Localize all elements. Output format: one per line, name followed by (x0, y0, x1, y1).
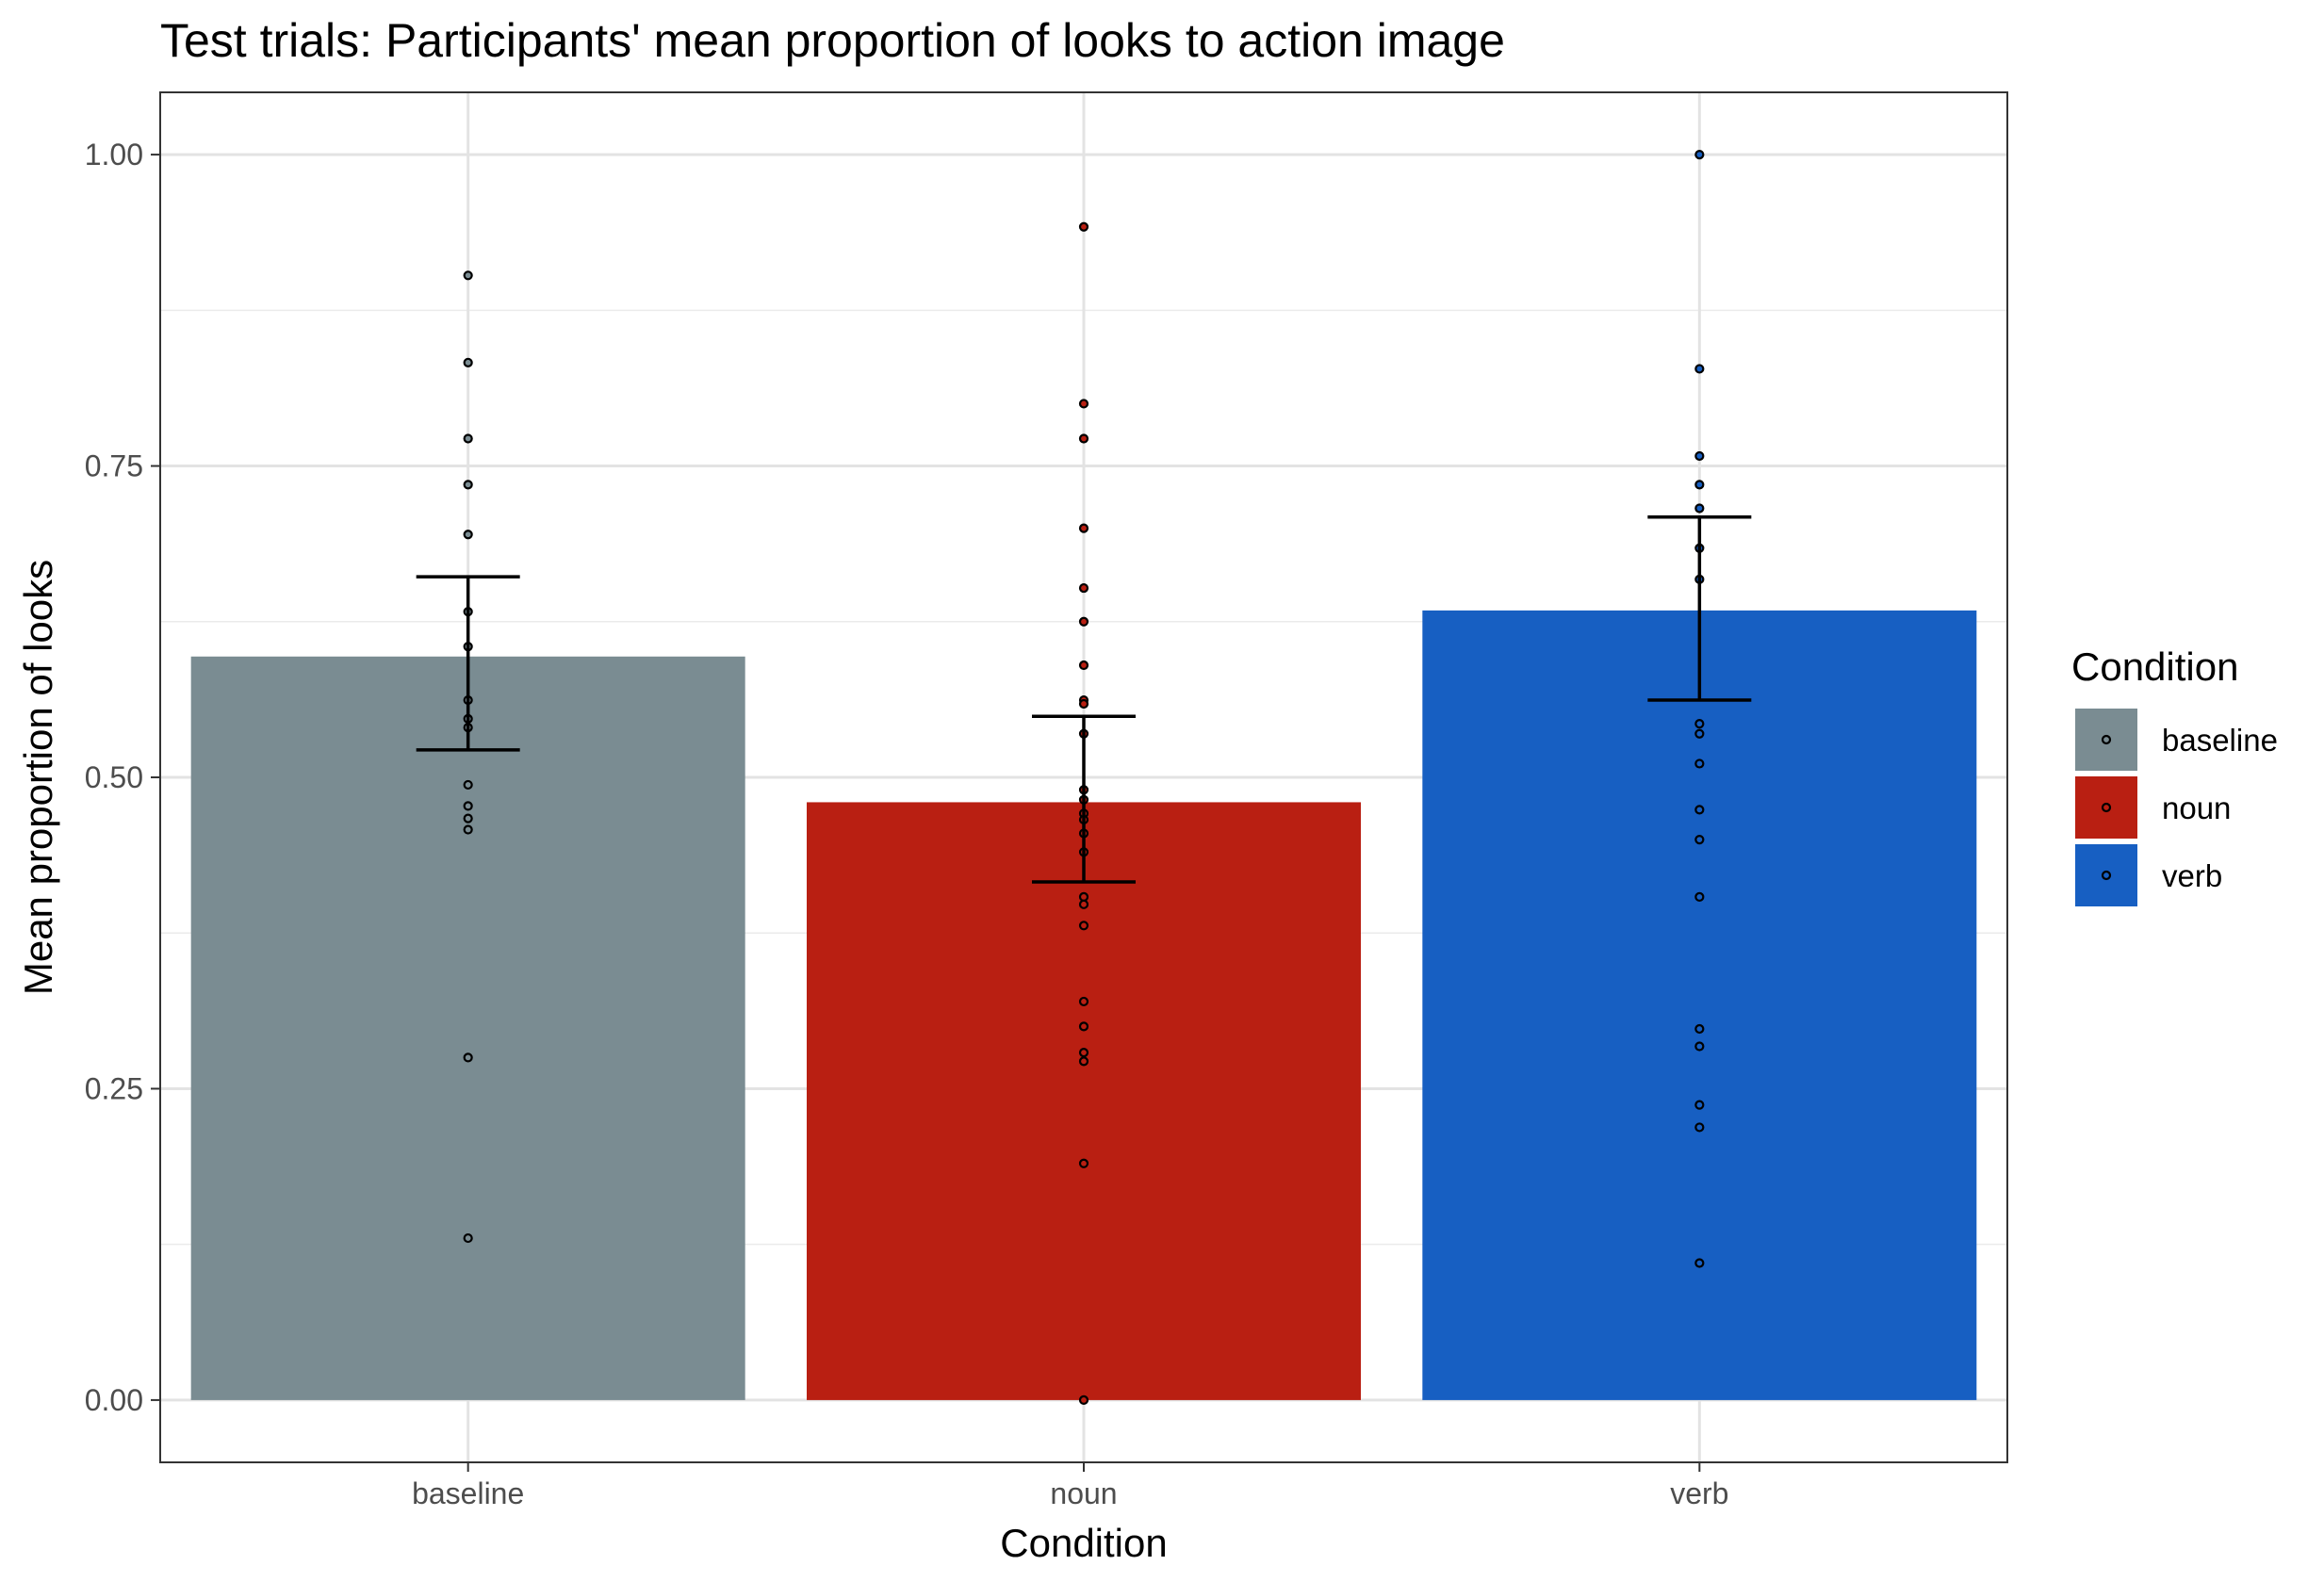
data-point (463, 813, 473, 824)
data-point (1078, 1158, 1089, 1168)
error-bars (416, 514, 1752, 884)
x-tick-label-noun: noun (1050, 1476, 1117, 1510)
x-tick-label-verb: verb (1670, 1476, 1728, 1510)
data-point (1078, 1021, 1089, 1032)
legend-entry-noun: noun (2075, 776, 2231, 839)
data-point (1078, 698, 1089, 709)
error-bar-verb (1647, 514, 1752, 702)
data-point (1694, 1023, 1705, 1035)
data-point (1694, 364, 1705, 374)
data-point (1078, 899, 1089, 909)
data-point (1694, 1041, 1705, 1052)
data-point (1078, 616, 1089, 627)
legend-entry-baseline: baseline (2075, 709, 2278, 771)
data-point (1694, 758, 1705, 769)
data-point (463, 824, 473, 835)
legend-entry-verb: verb (2075, 844, 2222, 906)
data-point (463, 530, 473, 540)
data-point (1078, 891, 1089, 902)
legend-point-key (2101, 802, 2112, 813)
legend-label: baseline (2162, 723, 2278, 758)
legend-title: Condition (2071, 644, 2238, 689)
y-axis-title: Mean proportion of looks (16, 560, 60, 995)
data-point (1694, 1258, 1705, 1268)
y-axis: 0.00 0.25 0.50 0.75 1.00 (85, 138, 160, 1417)
data-point (1694, 503, 1705, 514)
chart-title: Test trials: Participants' mean proporti… (160, 14, 1505, 67)
data-point (1694, 480, 1705, 490)
data-point (463, 433, 473, 444)
bar-baseline (190, 656, 745, 1400)
data-point (463, 270, 473, 281)
data-point (1694, 450, 1705, 462)
data-point (1078, 1048, 1089, 1058)
y-tick-label: 1.00 (85, 138, 143, 171)
x-axis: baseline noun verb (412, 1462, 1728, 1510)
y-tick-label: 0.75 (85, 449, 143, 483)
x-axis-title: Condition (1000, 1521, 1167, 1565)
data-point (463, 357, 473, 367)
data-point (1078, 433, 1089, 444)
y-tick-label: 0.50 (85, 760, 143, 794)
data-point (1694, 834, 1705, 845)
data-point (463, 801, 473, 811)
data-point (1694, 1100, 1705, 1110)
data-point (1078, 660, 1089, 671)
data-point (463, 779, 473, 791)
data-point (1078, 921, 1089, 931)
data-point (1694, 728, 1705, 739)
y-tick-label: 0.00 (85, 1383, 143, 1417)
data-point (1078, 582, 1089, 594)
bar-noun (807, 802, 1361, 1400)
data-point (1694, 149, 1705, 160)
data-point (463, 480, 473, 490)
data-point (1694, 805, 1705, 815)
legend-label: noun (2162, 791, 2231, 825)
data-point (463, 1232, 473, 1244)
legend-point-key (2101, 870, 2112, 881)
data-point (463, 1052, 473, 1063)
data-point (1078, 1394, 1089, 1406)
data-point (1078, 996, 1089, 1007)
data-point (1694, 1122, 1705, 1133)
data-point (1694, 719, 1705, 729)
y-tick-label: 0.25 (85, 1071, 143, 1105)
data-points (463, 149, 1705, 1406)
legend-label: verb (2162, 858, 2222, 893)
data-point (1078, 523, 1089, 533)
data-point (1694, 891, 1705, 902)
x-tick-label-baseline: baseline (412, 1476, 524, 1510)
data-point (1078, 221, 1089, 232)
error-bar-baseline (416, 575, 520, 752)
legend: Condition baseline noun verb (2071, 644, 2278, 906)
data-point (1078, 1056, 1089, 1067)
error-bar-noun (1032, 714, 1136, 884)
data-point (1078, 399, 1089, 409)
bar-verb (1422, 610, 1977, 1400)
legend-point-key (2101, 734, 2112, 745)
